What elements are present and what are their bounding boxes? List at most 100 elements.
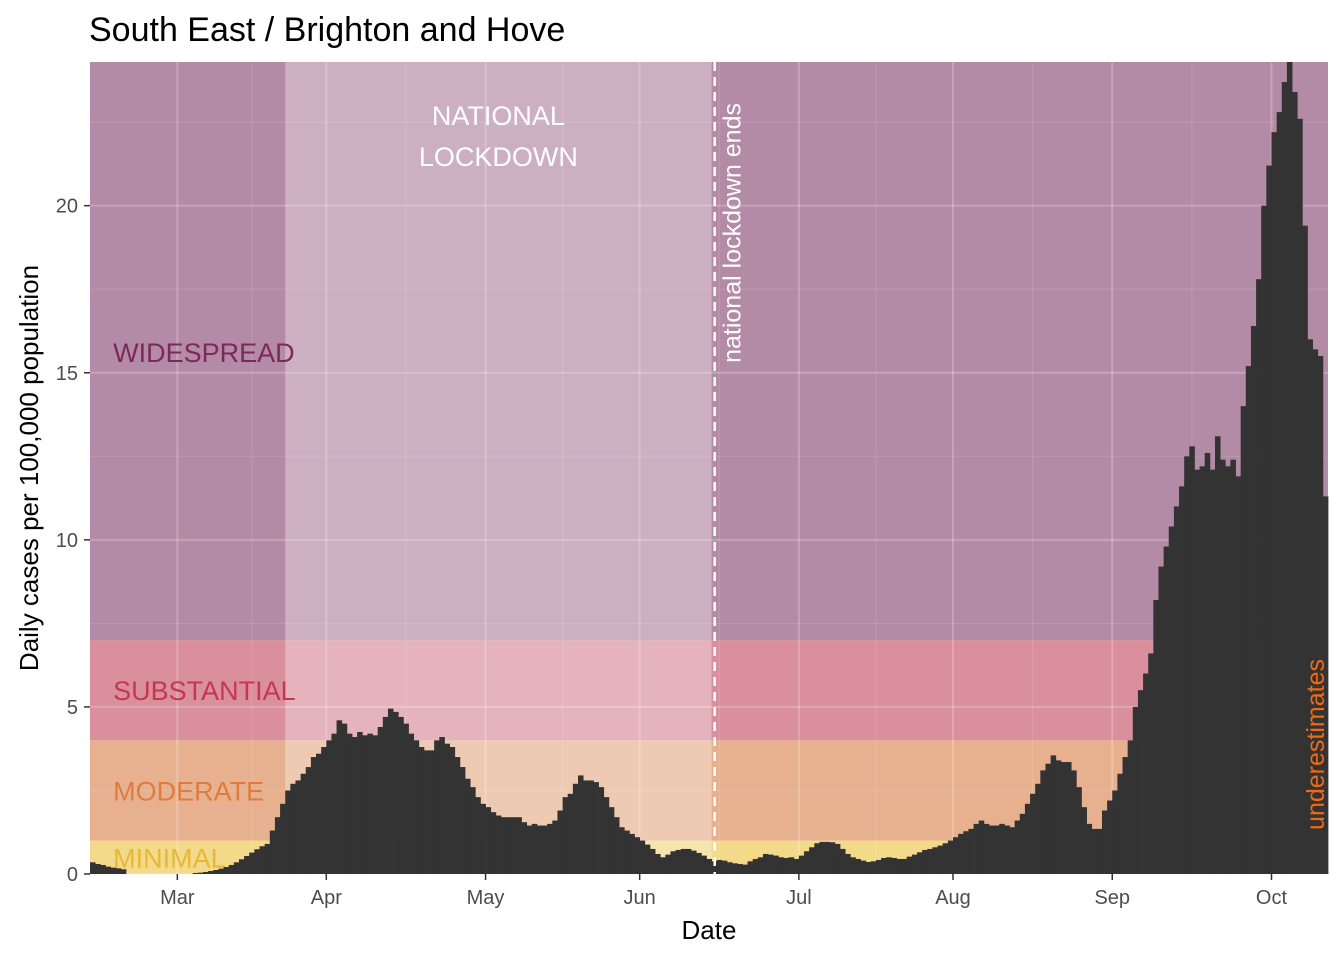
bar xyxy=(757,857,764,874)
bar xyxy=(608,807,615,874)
x-axis: Mar Apr May Jun Jul Aug Sep Oct xyxy=(160,874,1287,909)
bar xyxy=(1071,770,1077,874)
x-tick-label: Mar xyxy=(160,887,195,909)
bar xyxy=(310,757,317,874)
bar xyxy=(845,853,851,874)
bar xyxy=(1112,790,1118,874)
bar xyxy=(598,787,605,874)
bar xyxy=(629,833,635,874)
bar xyxy=(870,861,877,874)
bar xyxy=(1173,506,1180,874)
lockdown-label-line1: NATIONAL xyxy=(432,101,565,131)
bar xyxy=(1030,793,1036,874)
bar xyxy=(1312,349,1319,874)
bar xyxy=(351,736,358,874)
bar xyxy=(280,803,286,874)
bar xyxy=(1204,452,1211,874)
bar xyxy=(680,848,687,874)
bar xyxy=(454,757,461,874)
bar xyxy=(1086,823,1093,874)
bar xyxy=(1250,325,1257,875)
bar xyxy=(120,869,127,874)
bar xyxy=(855,858,861,874)
bar xyxy=(1040,770,1046,874)
bar xyxy=(511,817,517,874)
bar xyxy=(752,858,759,874)
x-tick-label: Apr xyxy=(311,887,342,909)
bar xyxy=(999,823,1005,874)
bar xyxy=(506,817,512,874)
bar xyxy=(490,812,497,874)
lockdown-end-annotation: national lockdown ends xyxy=(719,103,747,363)
y-tick-label: 20 xyxy=(56,196,78,218)
bar xyxy=(95,863,101,874)
bar xyxy=(1076,787,1082,874)
bar xyxy=(665,854,671,874)
bar xyxy=(387,708,394,874)
bar xyxy=(552,820,558,874)
bar xyxy=(90,862,96,874)
bar xyxy=(968,828,974,874)
bar xyxy=(1132,706,1139,874)
bar xyxy=(1209,469,1216,874)
bar xyxy=(290,783,296,874)
chart-title: South East / Brighton and Hove xyxy=(89,11,565,49)
bar xyxy=(367,733,373,874)
zone-label-substantial: SUBSTANTIAL xyxy=(113,676,296,706)
bar xyxy=(346,733,353,874)
bar xyxy=(932,847,938,874)
bar xyxy=(1060,762,1067,874)
bar xyxy=(578,775,584,874)
bar xyxy=(881,857,887,874)
bar xyxy=(1045,763,1052,874)
y-tick-label: 0 xyxy=(67,864,78,886)
y-axis-title: Daily cases per 100,000 population xyxy=(14,265,44,671)
bar xyxy=(1107,800,1113,874)
bar xyxy=(331,733,337,874)
bar xyxy=(685,848,692,874)
bar xyxy=(377,726,384,874)
bar xyxy=(1096,828,1103,874)
bar xyxy=(480,803,486,874)
bar xyxy=(1004,825,1010,874)
bar xyxy=(634,837,641,874)
zone-labels: MINIMAL MODERATE SUBSTANTIAL WIDESPREAD xyxy=(113,338,296,873)
bar xyxy=(721,860,728,874)
bar xyxy=(423,750,430,874)
bar xyxy=(906,856,913,874)
bar xyxy=(1122,757,1129,874)
bar xyxy=(778,857,784,874)
bar xyxy=(706,858,712,874)
bar xyxy=(316,753,322,874)
bar xyxy=(218,868,224,874)
bar xyxy=(429,750,435,874)
bar xyxy=(233,862,240,874)
bar xyxy=(341,723,348,874)
bar xyxy=(603,797,610,874)
bar xyxy=(988,825,995,874)
zone-substantial xyxy=(90,640,1328,741)
bar xyxy=(742,864,748,874)
bar xyxy=(978,820,985,874)
bar xyxy=(413,740,420,874)
bar xyxy=(526,825,533,874)
bar xyxy=(804,851,810,874)
bar xyxy=(583,780,589,874)
bar xyxy=(1245,366,1252,874)
x-tick-label: Oct xyxy=(1256,887,1288,909)
bar xyxy=(1281,82,1288,875)
bar xyxy=(547,823,553,874)
bar xyxy=(1127,740,1134,874)
bar xyxy=(747,861,754,874)
bar xyxy=(197,872,204,874)
x-tick-label: Jul xyxy=(786,887,812,909)
bar xyxy=(639,840,646,874)
bar xyxy=(495,815,502,874)
bar xyxy=(1055,760,1062,874)
bar xyxy=(588,780,594,874)
bar xyxy=(1101,810,1108,874)
bar xyxy=(208,870,214,874)
bar xyxy=(875,859,882,874)
bar xyxy=(973,823,980,874)
y-tick-label: 5 xyxy=(67,697,78,719)
